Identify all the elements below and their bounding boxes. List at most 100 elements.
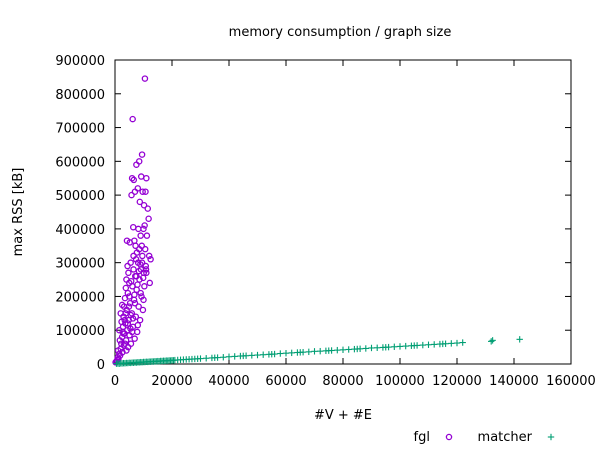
data-point-fgl xyxy=(142,188,149,195)
data-point-fgl xyxy=(141,283,148,290)
data-point-matcher xyxy=(254,351,261,359)
x-tick-label: 60000 xyxy=(265,374,306,389)
data-point-matcher xyxy=(489,337,496,344)
data-point-matcher xyxy=(220,354,227,361)
data-point-fgl xyxy=(139,252,146,260)
data-point-matcher xyxy=(288,349,295,357)
y-axis-label: max RSS [kB] xyxy=(11,168,26,257)
data-point-fgl xyxy=(134,321,142,329)
data-point-matcher xyxy=(488,338,495,345)
data-point-fgl xyxy=(140,296,147,304)
data-point-matcher xyxy=(402,342,409,350)
data-point-fgl xyxy=(124,262,131,270)
y-tick-label: 200000 xyxy=(55,290,105,305)
data-point-matcher xyxy=(211,354,218,361)
data-point-fgl xyxy=(145,252,153,260)
data-point-fgl xyxy=(135,267,143,275)
data-point-matcher xyxy=(374,344,381,351)
data-point-matcher xyxy=(339,346,347,354)
x-axis: 0 20000 40000 60000 80000 100000 120000 140000 1… xyxy=(111,60,596,389)
data-point-matcher xyxy=(334,346,341,354)
data-point-fgl xyxy=(128,174,136,182)
data-point-fgl xyxy=(139,274,147,282)
data-point-fgl xyxy=(142,266,150,273)
data-point-fgl xyxy=(137,289,144,297)
data-point-fgl xyxy=(143,269,150,277)
data-point-matcher xyxy=(170,357,177,364)
legend-label-matcher: matcher xyxy=(478,430,533,445)
data-point-matcher xyxy=(297,349,304,356)
data-point-fgl xyxy=(125,269,132,277)
data-point-fgl xyxy=(128,191,135,199)
data-point-fgl xyxy=(137,261,144,268)
data-point-fgl xyxy=(132,256,140,263)
data-point-fgl xyxy=(144,205,152,212)
y-tick-label: 300000 xyxy=(55,257,105,272)
x-tick-label: 160000 xyxy=(546,374,596,389)
plot-frame xyxy=(114,59,572,365)
legend-symbol-fgl xyxy=(445,433,453,441)
data-point-fgl xyxy=(125,303,133,310)
x-axis-label: #V + #E xyxy=(314,408,372,423)
data-point-fgl xyxy=(143,232,151,239)
data-point-matcher xyxy=(277,350,284,357)
data-point-matcher xyxy=(248,352,255,359)
data-point-matcher xyxy=(240,352,247,360)
data-point-fgl xyxy=(140,225,147,233)
series-matcher xyxy=(113,336,523,367)
data-point-fgl xyxy=(138,259,146,266)
data-point-fgl xyxy=(136,316,144,324)
data-point-fgl xyxy=(137,232,144,239)
data-point-fgl xyxy=(121,340,129,347)
data-point-fgl xyxy=(114,347,122,354)
data-point-matcher xyxy=(282,349,290,357)
data-points xyxy=(112,75,523,367)
data-point-fgl xyxy=(133,272,140,280)
data-point-fgl xyxy=(139,188,146,195)
data-point-matcher xyxy=(225,353,233,360)
data-point-fgl xyxy=(127,325,134,332)
data-point-fgl xyxy=(122,337,130,344)
x-tick-label: 100000 xyxy=(375,374,425,389)
data-point-fgl xyxy=(141,245,149,253)
data-point-fgl xyxy=(119,328,126,336)
data-point-matcher xyxy=(203,355,210,362)
data-point-fgl xyxy=(118,301,126,309)
data-point-matcher xyxy=(448,340,455,347)
series-fgl xyxy=(112,75,154,366)
data-point-fgl xyxy=(129,223,137,231)
data-point-fgl xyxy=(143,174,150,182)
data-point-fgl xyxy=(121,316,128,324)
y-tick-label: 800000 xyxy=(55,88,105,103)
data-point-fgl xyxy=(130,176,138,184)
data-point-fgl xyxy=(146,279,154,287)
data-point-matcher xyxy=(382,344,389,351)
data-point-matcher xyxy=(396,343,404,350)
y-tick-label: 500000 xyxy=(55,189,105,204)
data-point-matcher xyxy=(362,345,369,352)
data-point-matcher xyxy=(419,341,426,349)
data-point-fgl xyxy=(134,281,141,288)
data-point-fgl xyxy=(140,201,148,209)
legend-marker-matcher xyxy=(547,433,555,441)
data-point-fgl xyxy=(114,356,121,364)
data-point-fgl xyxy=(135,158,143,165)
data-point-fgl xyxy=(133,328,141,336)
data-point-fgl xyxy=(116,326,123,334)
data-point-matcher xyxy=(425,341,432,348)
data-point-fgl xyxy=(128,328,136,336)
data-point-fgl xyxy=(147,256,154,263)
data-point-fgl xyxy=(122,310,129,317)
y-tick-label: 100000 xyxy=(55,324,105,339)
legend-symbol-matcher xyxy=(547,433,555,441)
data-point-fgl xyxy=(129,315,137,322)
data-point-fgl xyxy=(122,284,130,292)
data-point-fgl xyxy=(139,306,147,314)
data-point-fgl xyxy=(132,242,139,250)
data-point-fgl xyxy=(124,289,132,297)
y-tick-label: 900000 xyxy=(55,54,105,69)
data-point-fgl xyxy=(135,303,142,310)
data-point-fgl xyxy=(138,151,146,158)
data-point-matcher xyxy=(311,348,318,355)
